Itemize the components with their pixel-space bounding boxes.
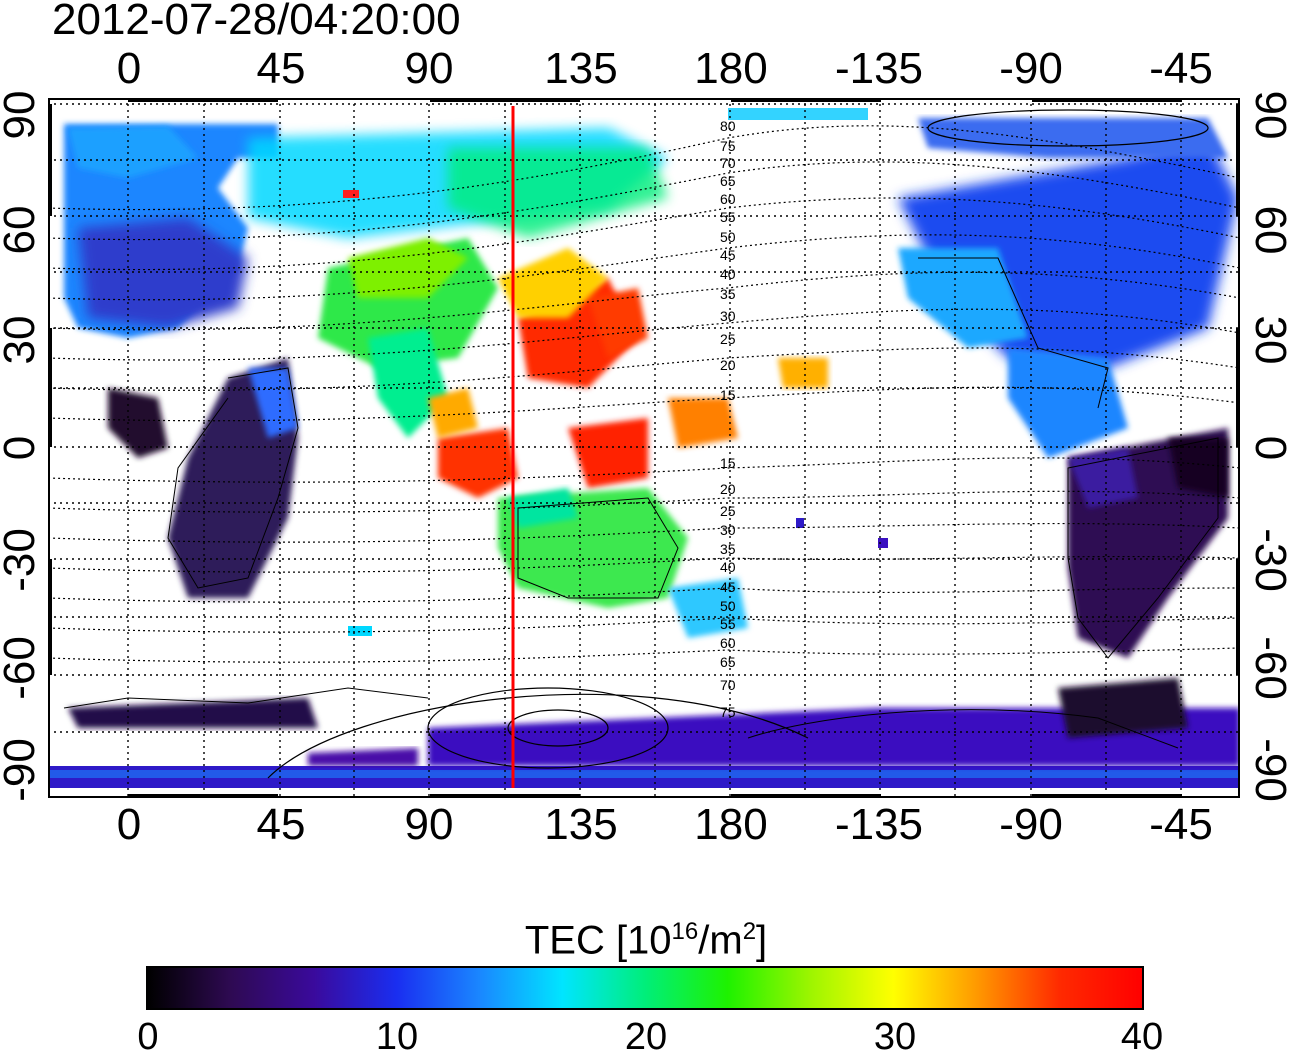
contour-label: 65 [720,173,736,189]
left-y-tick: 30 [0,315,44,365]
tec-patches [48,108,1240,788]
contour-label: 25 [720,503,736,519]
right-y-tick: 30 [1246,315,1292,365]
right-y-tick: 60 [1246,205,1292,255]
top-x-tick: 45 [256,44,306,93]
contour-label: 75 [720,138,736,154]
colorbar-label-main: TEC [10 [524,918,672,963]
colorbar-label-exponent: 16 [671,918,699,945]
bottom-x-tick: -45 [1149,800,1213,849]
colorbar-tick: 30 [873,1016,917,1058]
contour-label: 45 [720,579,736,595]
top-x-tick: 90 [404,44,454,93]
contour-label: 45 [720,247,736,263]
left-y-tick: 60 [0,205,44,255]
bottom-x-tick: 0 [116,800,142,849]
contour-label: 60 [720,191,736,207]
tec-map: 80 75 70 65 60 55 50 45 40 35 30 25 20 1… [48,98,1240,798]
bottom-x-tick: 90 [404,800,454,849]
contour-label: 30 [720,522,736,538]
right-y-tick: 0 [1246,435,1292,461]
contour-label: 70 [720,677,736,693]
contour-label: 60 [720,635,736,651]
contour-label: 40 [720,559,736,575]
top-x-tick: 180 [694,44,768,93]
top-x-tick: -135 [834,44,924,93]
left-y-tick: -90 [0,738,44,802]
contour-label: 70 [720,155,736,171]
contour-labels-south: 15 20 25 30 35 40 45 50 55 60 65 70 75 [720,455,736,720]
bottom-x-tick: -135 [834,800,924,849]
contour-label: 40 [720,266,736,282]
timestamp-title: 2012-07-28/04:20:00 [52,0,461,44]
bottom-x-tick: 180 [694,800,768,849]
contour-labels-north: 80 75 70 65 60 55 50 45 40 35 30 25 20 1… [720,118,736,403]
colorbar-tick: 20 [624,1016,668,1058]
top-x-tick: -90 [999,44,1063,93]
magnetic-latitude-contours [48,125,1240,663]
colorbar-tick: 10 [375,1016,419,1058]
map-grid [48,98,1240,798]
colorbar-tick: 0 [137,1016,159,1058]
contour-label: 25 [720,331,736,347]
contour-label: 75 [720,704,736,720]
right-y-tick: -90 [1246,738,1292,802]
right-y-tick: -60 [1246,636,1292,700]
colorbar [146,966,1144,1010]
contour-label: 20 [720,481,736,497]
top-x-tick: 0 [116,44,142,93]
colorbar-tick: 40 [1120,1016,1164,1058]
left-y-tick: 0 [0,436,44,460]
colorbar-label-unit: /m [698,918,743,963]
left-y-tick: 90 [0,90,44,140]
contour-label: 30 [720,308,736,324]
contour-label: 35 [720,286,736,302]
top-x-tick: 135 [544,44,618,93]
contour-label: 15 [720,387,736,403]
bottom-x-tick: -90 [999,800,1063,849]
map-border [48,98,1240,798]
southern-pole-contours [267,109,1209,779]
coastlines [63,257,1219,749]
bottom-x-tick: 135 [544,800,618,849]
colorbar-label-unit-exponent: 2 [742,918,757,945]
top-x-tick: -45 [1149,44,1213,93]
right-y-tick: 90 [1246,90,1292,140]
contour-label: 55 [720,209,736,225]
contour-label: 80 [720,118,736,134]
contour-label: 50 [720,598,736,614]
contour-label: 35 [720,541,736,557]
colorbar-label: TEC [1016/m2] [0,908,1292,964]
contour-label: 65 [720,654,736,670]
left-y-tick: -30 [0,528,44,592]
contour-label: 20 [720,357,736,373]
colorbar-label-end: ] [756,918,768,963]
contour-label: 15 [720,455,736,471]
bottom-x-tick: 45 [256,800,306,849]
contour-label: 50 [720,229,736,245]
right-y-tick: -30 [1246,528,1292,592]
left-y-tick: -60 [0,636,44,700]
contour-label: 55 [720,616,736,632]
